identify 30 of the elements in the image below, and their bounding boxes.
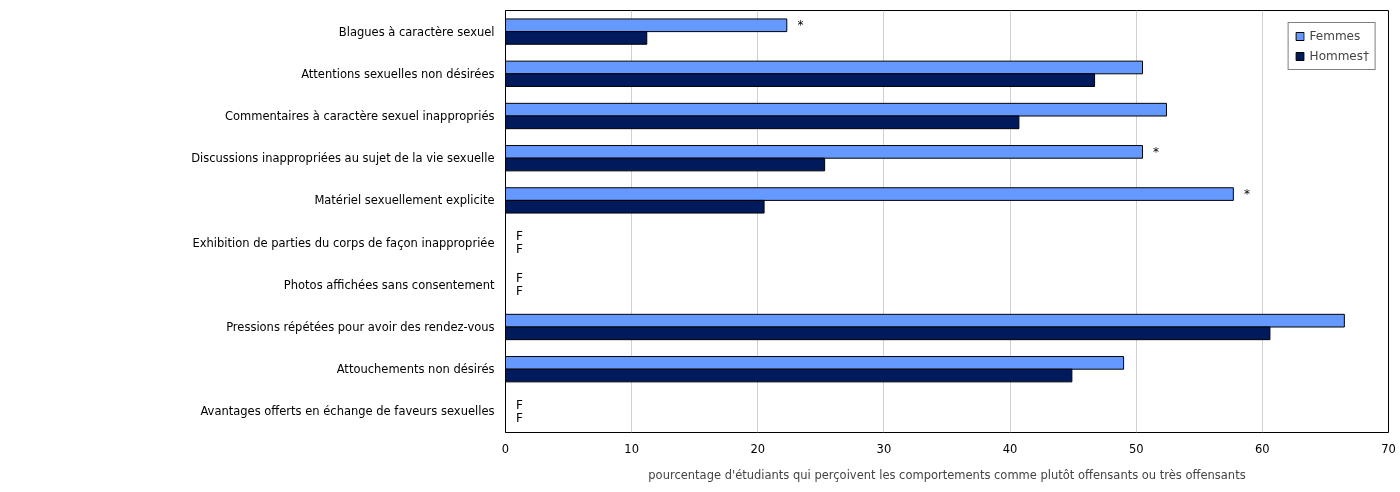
text: F <box>516 271 523 286</box>
legend-label: Femmes <box>1309 29 1361 43</box>
y-tick-label: Blagues à caractère sexuel <box>338 24 495 39</box>
text: F <box>516 410 523 425</box>
text: F <box>516 241 523 256</box>
x-tick-label: 50 <box>1128 441 1144 456</box>
x-axis-title: pourcentage d'étudiants qui perçoivent les comportements comme plutôt offensants ou très offensants <box>648 467 1246 482</box>
x-tick-label: 30 <box>876 441 892 456</box>
y-tick-label: Attouchements non désirés <box>336 362 495 377</box>
x-tick-label: 0 <box>501 441 510 456</box>
data-label: * <box>1153 144 1160 159</box>
text: F <box>516 229 523 244</box>
data-label: * <box>1243 187 1250 202</box>
x-tick-label: 20 <box>750 441 766 456</box>
text: F <box>516 398 523 413</box>
y-tick-label: Photos affichées sans consentement <box>283 277 495 292</box>
y-tick-label: Commentaires à caractère sexuel inappropriés <box>224 109 495 123</box>
y-tick-label: Discussions inappropriées au sujet de la vie sexuelle <box>191 151 495 166</box>
legend-label: Hommes† <box>1309 49 1369 63</box>
y-tick-label: Avantages offerts en échange de faveurs sexuelles <box>200 404 495 419</box>
x-tick-label: 60 <box>1255 441 1270 456</box>
x-tick-label: 10 <box>624 441 639 456</box>
text: F <box>516 284 523 299</box>
y-tick-label: Attentions sexuelles non désirées <box>301 66 495 81</box>
y-tick-label: Matériel sexuellement explicite <box>314 193 495 208</box>
x-tick-label: 40 <box>1002 441 1018 456</box>
x-tick-label: 70 <box>1381 441 1396 456</box>
data-label: * <box>797 18 804 33</box>
y-tick-label: Exhibition de parties du corps de façon inappropriée <box>192 235 495 250</box>
y-tick-label: Pressions répétées pour avoir des rendez-vous <box>226 320 495 334</box>
